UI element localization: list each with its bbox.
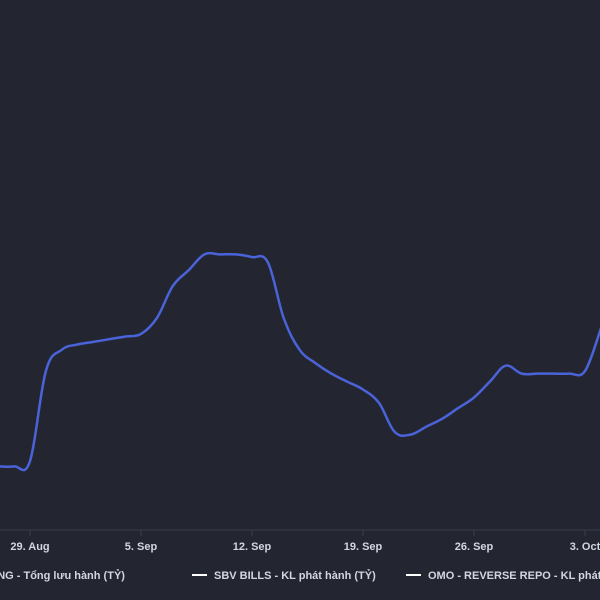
x-tick-label: 29. Aug bbox=[10, 541, 49, 553]
series-lines bbox=[0, 251, 600, 472]
legend-item-0[interactable]: ÚT RÒNG - Tổng lưu hành (TỶ) bbox=[0, 569, 125, 582]
x-tick-label: 12. Sep bbox=[233, 541, 272, 553]
legend-item-1[interactable]: SBV BILLS - KL phát hành (TỶ) bbox=[192, 569, 376, 582]
x-tick-label: 5. Sep bbox=[125, 541, 158, 553]
x-tick-label: 19. Sep bbox=[344, 541, 383, 553]
x-axis-ticks: 29. Aug 5. Sep 12. Sep 19. Sep 26. Sep 3. Oct bbox=[10, 530, 600, 553]
legend-label: OMO - REVERSE REPO - KL phát hành (TỶ) bbox=[428, 569, 600, 582]
x-tick-label: 3. Oct bbox=[570, 541, 600, 553]
legend[interactable]: ÚT RÒNG - Tổng lưu hành (TỶ) SBV BILLS - … bbox=[0, 569, 600, 582]
legend-item-2[interactable]: OMO - REVERSE REPO - KL phát hành (TỶ) bbox=[406, 569, 600, 582]
series-line-0[interactable] bbox=[0, 251, 600, 472]
legend-label: SBV BILLS - KL phát hành (TỶ) bbox=[214, 569, 376, 582]
legend-label: ÚT RÒNG - Tổng lưu hành (TỶ) bbox=[0, 569, 125, 582]
x-tick-label: 26. Sep bbox=[455, 541, 494, 553]
